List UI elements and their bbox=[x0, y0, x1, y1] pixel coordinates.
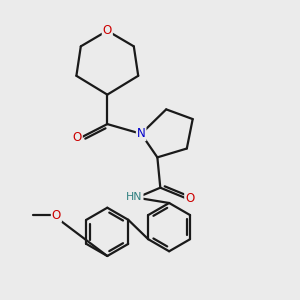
Text: O: O bbox=[52, 209, 61, 222]
Text: HN: HN bbox=[126, 191, 142, 202]
Text: O: O bbox=[103, 24, 112, 37]
Text: O: O bbox=[73, 131, 82, 144]
Text: N: N bbox=[137, 127, 146, 140]
Text: O: O bbox=[185, 192, 194, 205]
